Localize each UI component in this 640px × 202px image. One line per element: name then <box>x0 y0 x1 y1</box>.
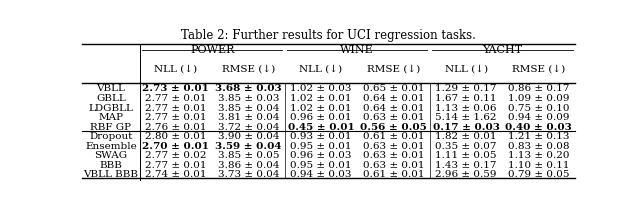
Text: 2.70 ± 0.01: 2.70 ± 0.01 <box>142 142 209 151</box>
Text: 0.63 ± 0.01: 0.63 ± 0.01 <box>363 142 424 151</box>
Text: 1.13 ± 0.20: 1.13 ± 0.20 <box>508 151 570 160</box>
Text: 0.79 ± 0.05: 0.79 ± 0.05 <box>508 170 570 180</box>
Text: NLL (↓): NLL (↓) <box>154 65 197 74</box>
Text: 1.13 ± 0.06: 1.13 ± 0.06 <box>435 104 497 113</box>
Text: 3.85 ± 0.04: 3.85 ± 0.04 <box>218 104 279 113</box>
Text: Table 2: Further results for UCI regression tasks.: Table 2: Further results for UCI regress… <box>181 29 476 42</box>
Text: 2.77 ± 0.01: 2.77 ± 0.01 <box>145 104 207 113</box>
Text: 1.29 ± 0.17: 1.29 ± 0.17 <box>435 84 497 93</box>
Text: 1.02 ± 0.03: 1.02 ± 0.03 <box>290 84 352 93</box>
Text: 1.67 ± 0.11: 1.67 ± 0.11 <box>435 94 497 103</box>
Text: YACHT: YACHT <box>483 45 522 55</box>
Text: 0.75 ± 0.10: 0.75 ± 0.10 <box>508 104 570 113</box>
Text: 0.63 ± 0.01: 0.63 ± 0.01 <box>363 113 424 122</box>
Text: 1.10 ± 0.11: 1.10 ± 0.11 <box>508 161 570 170</box>
Text: 0.35 ± 0.07: 0.35 ± 0.07 <box>435 142 497 151</box>
Text: 1.02 ± 0.01: 1.02 ± 0.01 <box>290 104 352 113</box>
Text: RMSE (↓): RMSE (↓) <box>367 65 420 74</box>
Text: 0.96 ± 0.03: 0.96 ± 0.03 <box>290 151 352 160</box>
Text: POWER: POWER <box>190 45 234 55</box>
Text: 2.73 ± 0.01: 2.73 ± 0.01 <box>142 84 209 93</box>
Text: 0.95 ± 0.01: 0.95 ± 0.01 <box>290 142 352 151</box>
Text: 3.86 ± 0.04: 3.86 ± 0.04 <box>218 161 279 170</box>
Text: 0.56 ± 0.05: 0.56 ± 0.05 <box>360 123 427 132</box>
Text: VBLL: VBLL <box>97 84 125 93</box>
Text: SWAG: SWAG <box>95 151 127 160</box>
Text: 0.64 ± 0.01: 0.64 ± 0.01 <box>363 94 424 103</box>
Text: RMSE (↓): RMSE (↓) <box>512 65 565 74</box>
Text: WINE: WINE <box>340 45 374 55</box>
Text: 1.02 ± 0.01: 1.02 ± 0.01 <box>290 94 352 103</box>
Text: 0.83 ± 0.08: 0.83 ± 0.08 <box>508 142 570 151</box>
Text: 0.64 ± 0.01: 0.64 ± 0.01 <box>363 104 424 113</box>
Text: Dropout: Dropout <box>90 132 132 141</box>
Text: 2.80 ± 0.01: 2.80 ± 0.01 <box>145 132 207 141</box>
Text: 3.59 ± 0.04: 3.59 ± 0.04 <box>215 142 282 151</box>
Text: 0.61 ± 0.01: 0.61 ± 0.01 <box>363 132 424 141</box>
Text: 0.94 ± 0.09: 0.94 ± 0.09 <box>508 113 570 122</box>
Text: 2.77 ± 0.01: 2.77 ± 0.01 <box>145 161 207 170</box>
Text: 1.82 ± 0.01: 1.82 ± 0.01 <box>435 132 497 141</box>
Text: 0.45 ± 0.01: 0.45 ± 0.01 <box>287 123 355 132</box>
Text: 3.73 ± 0.04: 3.73 ± 0.04 <box>218 170 279 180</box>
Text: 0.61 ± 0.01: 0.61 ± 0.01 <box>363 170 424 180</box>
Text: 2.77 ± 0.01: 2.77 ± 0.01 <box>145 113 207 122</box>
Text: 1.09 ± 0.09: 1.09 ± 0.09 <box>508 94 570 103</box>
Text: 0.95 ± 0.01: 0.95 ± 0.01 <box>290 161 352 170</box>
Text: 0.93 ± 0.01: 0.93 ± 0.01 <box>290 132 352 141</box>
Text: 3.90 ± 0.04: 3.90 ± 0.04 <box>218 132 279 141</box>
Text: 2.74 ± 0.01: 2.74 ± 0.01 <box>145 170 207 180</box>
Text: 5.14 ± 1.62: 5.14 ± 1.62 <box>435 113 497 122</box>
Text: 1.43 ± 0.17: 1.43 ± 0.17 <box>435 161 497 170</box>
Text: 2.77 ± 0.02: 2.77 ± 0.02 <box>145 151 207 160</box>
Text: 0.94 ± 0.03: 0.94 ± 0.03 <box>290 170 352 180</box>
Text: LDGBLL: LDGBLL <box>88 104 133 113</box>
Text: 3.85 ± 0.03: 3.85 ± 0.03 <box>218 94 279 103</box>
Text: 0.86 ± 0.17: 0.86 ± 0.17 <box>508 84 570 93</box>
Text: 3.68 ± 0.03: 3.68 ± 0.03 <box>215 84 282 93</box>
Text: 1.11 ± 0.05: 1.11 ± 0.05 <box>435 151 497 160</box>
Text: NLL (↓): NLL (↓) <box>300 65 342 74</box>
Text: 0.63 ± 0.01: 0.63 ± 0.01 <box>363 161 424 170</box>
Text: 2.77 ± 0.01: 2.77 ± 0.01 <box>145 94 207 103</box>
Text: GBLL: GBLL <box>96 94 126 103</box>
Text: Ensemble: Ensemble <box>85 142 137 151</box>
Text: 0.65 ± 0.01: 0.65 ± 0.01 <box>363 84 424 93</box>
Text: RMSE (↓): RMSE (↓) <box>222 65 275 74</box>
Text: 2.76 ± 0.01: 2.76 ± 0.01 <box>145 123 207 132</box>
Text: VBLL BBB: VBLL BBB <box>83 170 138 180</box>
Text: 0.17 ± 0.03: 0.17 ± 0.03 <box>433 123 500 132</box>
Text: 1.21 ± 0.13: 1.21 ± 0.13 <box>508 132 570 141</box>
Text: MAP: MAP <box>99 113 124 122</box>
Text: NLL (↓): NLL (↓) <box>445 65 488 74</box>
Text: 0.40 ± 0.03: 0.40 ± 0.03 <box>506 123 572 132</box>
Text: 0.96 ± 0.01: 0.96 ± 0.01 <box>290 113 352 122</box>
Text: 3.81 ± 0.04: 3.81 ± 0.04 <box>218 113 279 122</box>
Text: 0.63 ± 0.01: 0.63 ± 0.01 <box>363 151 424 160</box>
Text: 2.96 ± 0.59: 2.96 ± 0.59 <box>435 170 497 180</box>
Text: 3.85 ± 0.05: 3.85 ± 0.05 <box>218 151 279 160</box>
Text: BBB: BBB <box>100 161 122 170</box>
Text: 3.72 ± 0.04: 3.72 ± 0.04 <box>218 123 279 132</box>
Text: RBF GP: RBF GP <box>90 123 131 132</box>
